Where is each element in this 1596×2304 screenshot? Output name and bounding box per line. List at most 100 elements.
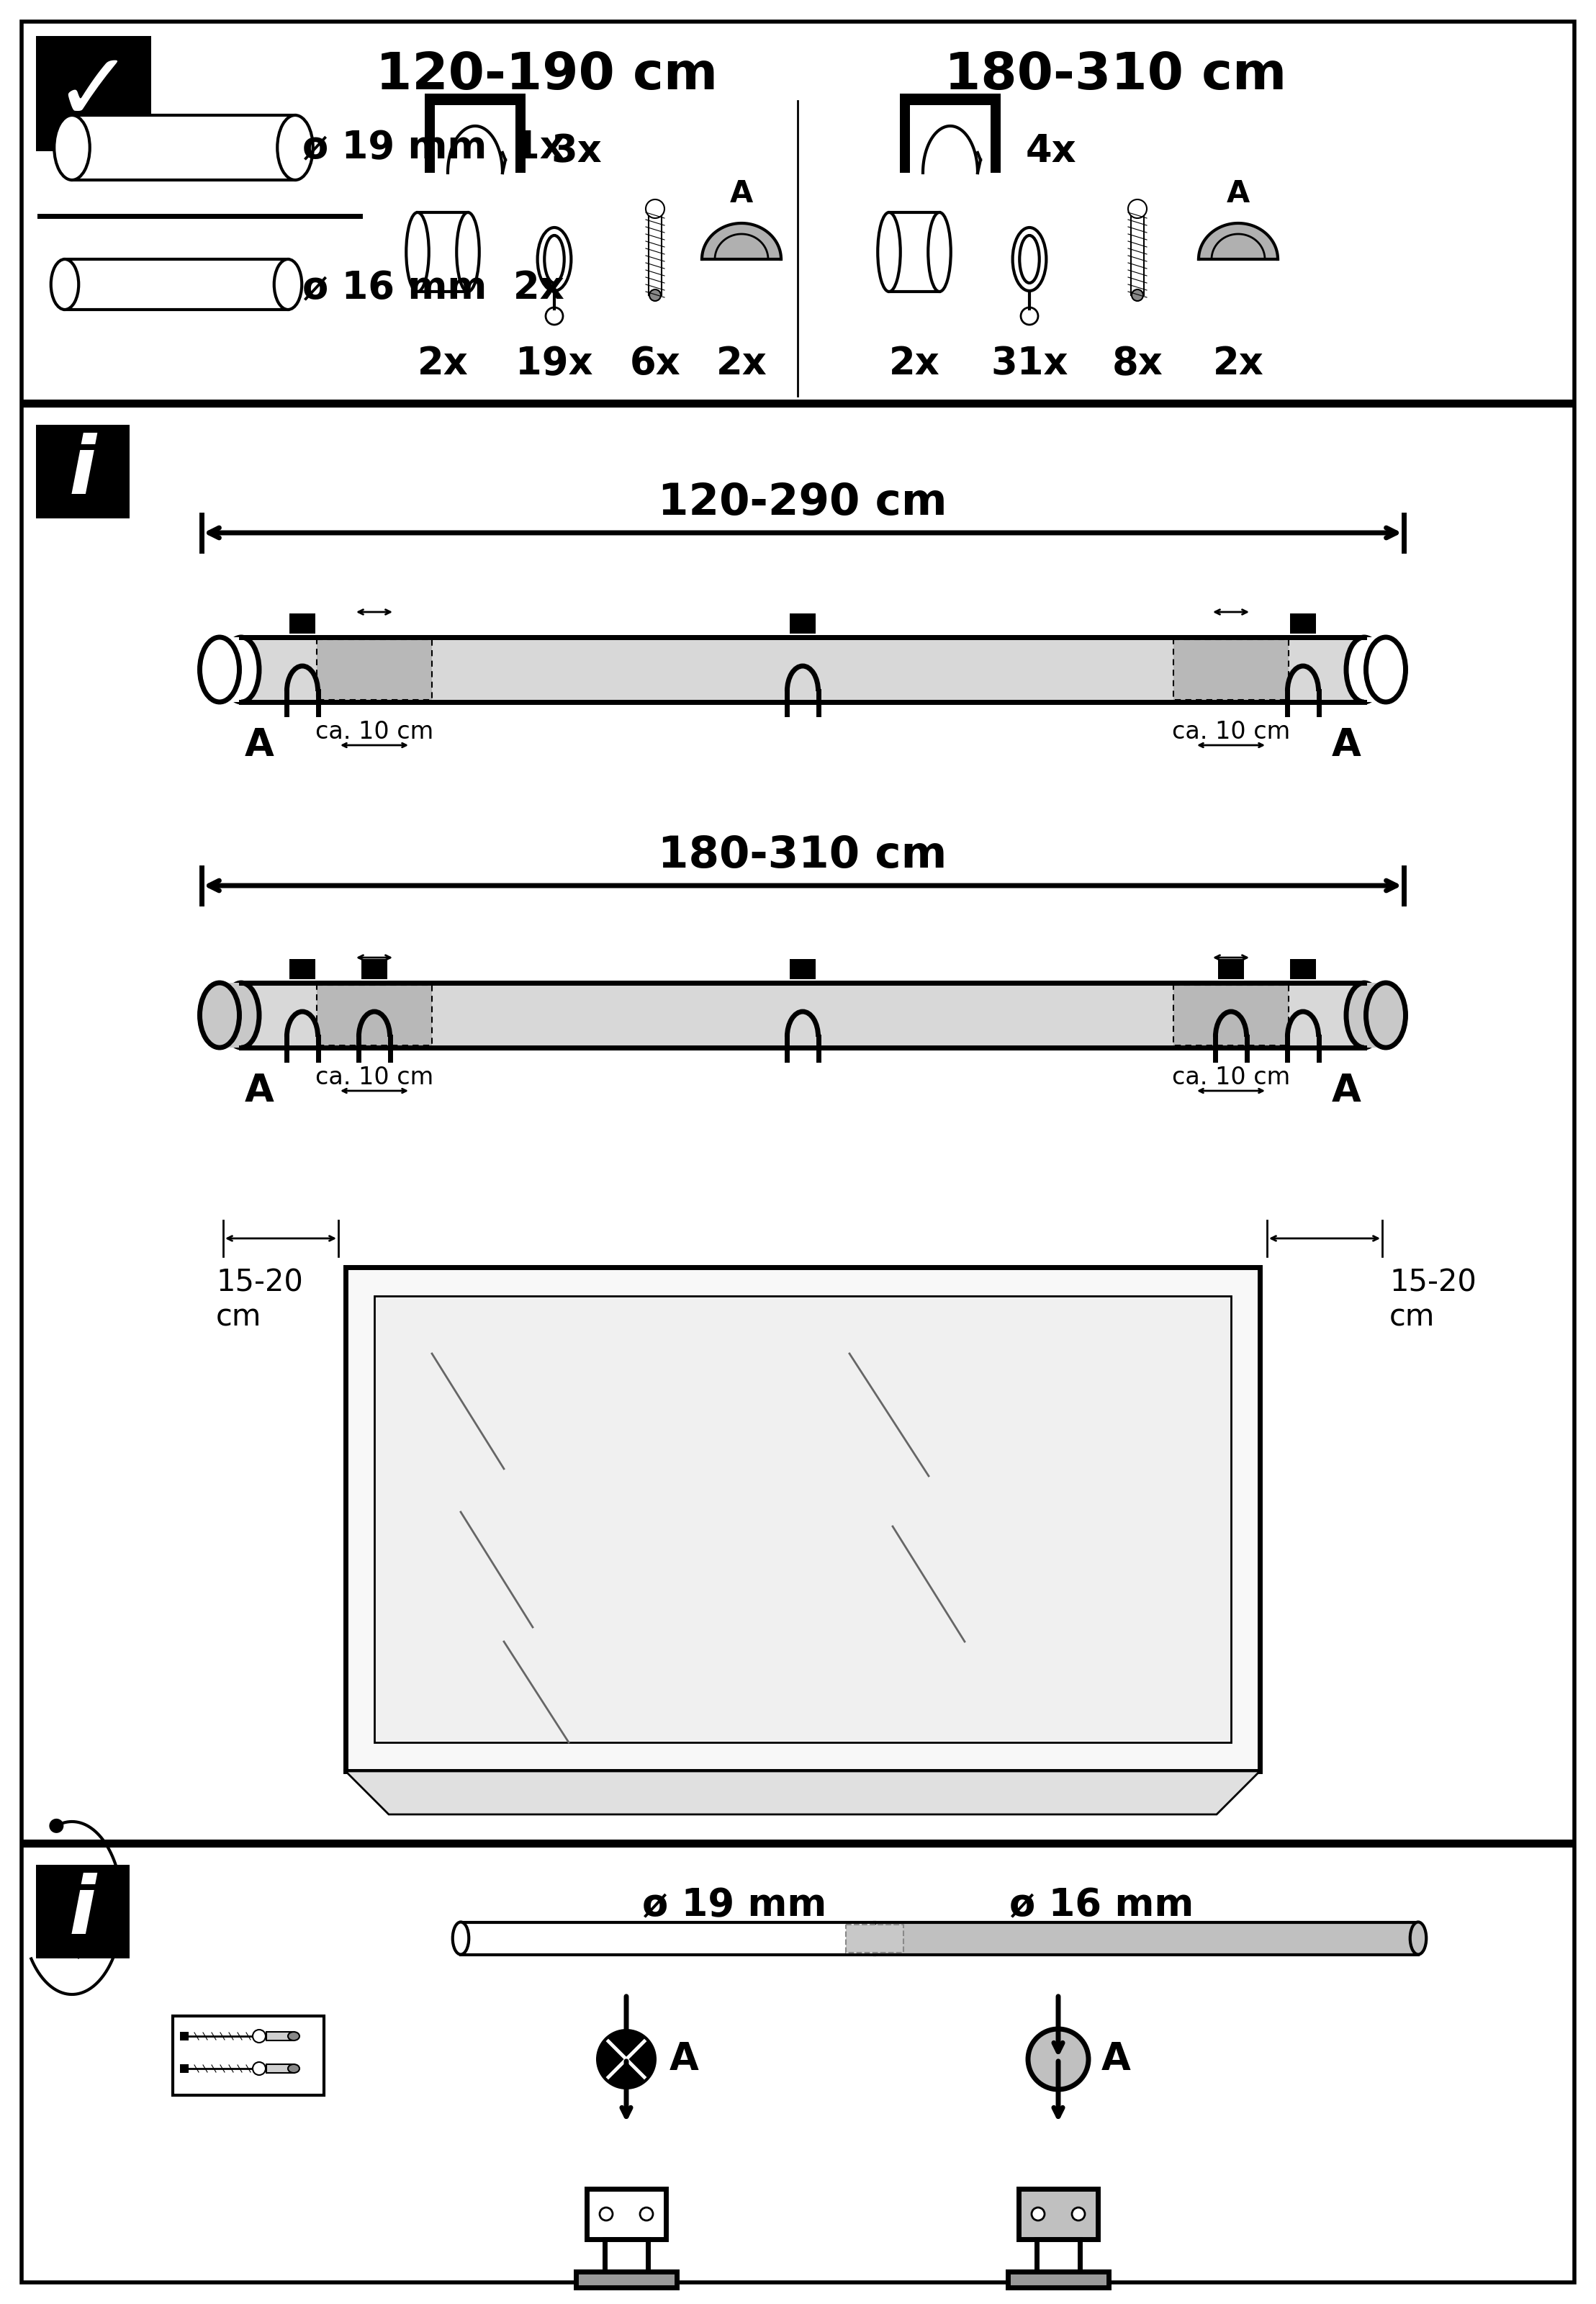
Text: ca. 10 cm: ca. 10 cm — [316, 1064, 434, 1090]
Bar — [361, 958, 388, 979]
Bar — [846, 1924, 903, 1954]
Ellipse shape — [929, 212, 951, 293]
Polygon shape — [702, 223, 780, 258]
Ellipse shape — [1345, 984, 1382, 1048]
Bar — [65, 258, 287, 309]
Bar — [1290, 613, 1317, 634]
Bar — [425, 94, 525, 106]
Text: 19x: 19x — [516, 346, 594, 382]
Ellipse shape — [223, 638, 259, 703]
Ellipse shape — [275, 258, 302, 309]
Bar — [37, 424, 129, 518]
Ellipse shape — [544, 235, 565, 283]
Bar — [72, 115, 295, 180]
Text: A: A — [729, 180, 753, 210]
Circle shape — [49, 1818, 64, 1834]
Text: 2x: 2x — [889, 346, 940, 382]
Bar — [900, 94, 910, 173]
Bar — [180, 2064, 188, 2074]
Text: 8x: 8x — [1112, 346, 1163, 382]
Ellipse shape — [278, 115, 313, 180]
Text: 120-190 cm: 120-190 cm — [377, 51, 718, 99]
Bar — [1365, 984, 1385, 1048]
Circle shape — [1028, 2030, 1088, 2090]
Polygon shape — [1199, 223, 1278, 258]
Ellipse shape — [1020, 235, 1039, 283]
Bar — [316, 638, 433, 700]
Bar — [790, 958, 816, 979]
Text: ø 16 mm: ø 16 mm — [1009, 1887, 1194, 1924]
Ellipse shape — [51, 258, 78, 309]
Ellipse shape — [287, 2064, 300, 2074]
Ellipse shape — [287, 2032, 300, 2041]
Bar — [1173, 986, 1288, 1046]
Bar — [172, 2016, 324, 2094]
Text: 3x: 3x — [551, 131, 602, 170]
Bar — [241, 984, 1365, 1048]
Bar — [1290, 958, 1317, 979]
Text: ca. 10 cm: ca. 10 cm — [1171, 719, 1290, 744]
Circle shape — [646, 200, 664, 219]
Circle shape — [640, 2207, 653, 2221]
Text: A: A — [669, 2041, 699, 2078]
Text: ✓: ✓ — [54, 48, 134, 138]
Circle shape — [1031, 2207, 1044, 2221]
Bar — [1007, 2272, 1109, 2288]
Text: 2x: 2x — [417, 346, 468, 382]
Circle shape — [252, 2030, 265, 2044]
Bar — [875, 1922, 1419, 1954]
Bar — [37, 37, 152, 152]
Text: A: A — [1101, 2041, 1132, 2078]
Bar — [1173, 638, 1288, 700]
Bar — [991, 94, 1001, 173]
Text: A: A — [1331, 726, 1361, 765]
Bar — [241, 638, 1365, 703]
Ellipse shape — [200, 638, 239, 703]
Bar — [648, 210, 662, 295]
Bar — [267, 2032, 294, 2041]
Circle shape — [1073, 2207, 1085, 2221]
Bar — [346, 1267, 1259, 1772]
Text: A: A — [1227, 180, 1250, 210]
Text: ø 19 mm  1x: ø 19 mm 1x — [302, 129, 565, 166]
Bar — [900, 94, 1001, 106]
Text: ca. 10 cm: ca. 10 cm — [316, 719, 434, 744]
Bar — [241, 984, 1365, 1048]
Bar — [790, 613, 816, 634]
Bar — [516, 94, 525, 173]
Bar — [587, 2189, 666, 2239]
Text: i: i — [69, 433, 96, 509]
Circle shape — [1132, 290, 1143, 302]
Text: 180-310 cm: 180-310 cm — [945, 51, 1286, 99]
Bar — [1018, 2189, 1098, 2239]
Bar — [461, 1922, 875, 1954]
Ellipse shape — [54, 115, 89, 180]
Text: 15-20
cm: 15-20 cm — [215, 1267, 303, 1332]
Ellipse shape — [1411, 1922, 1427, 1954]
Ellipse shape — [407, 212, 429, 293]
Bar — [576, 2272, 677, 2288]
Text: 2x: 2x — [717, 346, 768, 382]
Text: A: A — [1331, 1071, 1361, 1111]
Circle shape — [595, 2030, 656, 2090]
Ellipse shape — [1366, 638, 1406, 703]
Bar — [1132, 210, 1144, 295]
Text: 15-20
cm: 15-20 cm — [1390, 1267, 1476, 1332]
Bar — [1218, 958, 1243, 979]
Ellipse shape — [1366, 984, 1406, 1048]
Bar — [180, 2032, 188, 2041]
Bar — [316, 986, 433, 1046]
Ellipse shape — [878, 212, 900, 293]
Ellipse shape — [453, 1922, 469, 1954]
Text: 120-290 cm: 120-290 cm — [658, 482, 948, 525]
Text: A: A — [244, 726, 275, 765]
Circle shape — [1128, 200, 1148, 219]
Text: 180-310 cm: 180-310 cm — [658, 834, 946, 878]
Text: ca. 10 cm: ca. 10 cm — [1171, 1064, 1290, 1090]
Ellipse shape — [538, 228, 571, 290]
Ellipse shape — [1345, 638, 1382, 703]
Circle shape — [252, 2062, 265, 2076]
Bar — [37, 1864, 129, 1958]
Bar — [605, 2239, 648, 2272]
Circle shape — [1021, 306, 1037, 325]
